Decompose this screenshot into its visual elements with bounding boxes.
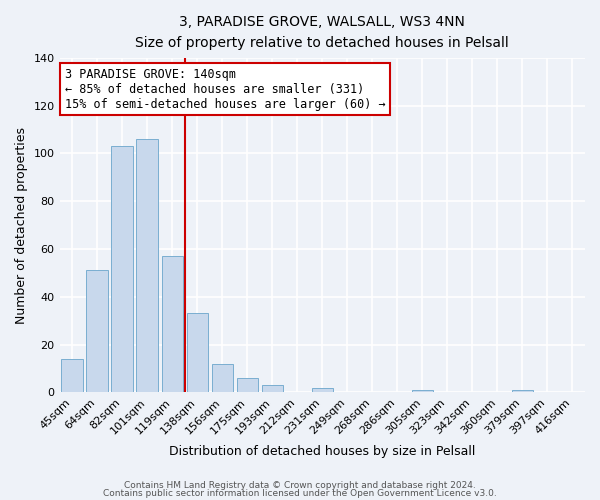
Bar — [412, 390, 433, 392]
Text: Contains public sector information licensed under the Open Government Licence v3: Contains public sector information licen… — [103, 488, 497, 498]
Text: 3 PARADISE GROVE: 140sqm
← 85% of detached houses are smaller (331)
15% of semi-: 3 PARADISE GROVE: 140sqm ← 85% of detach… — [65, 68, 385, 110]
Bar — [187, 314, 208, 392]
Title: 3, PARADISE GROVE, WALSALL, WS3 4NN
Size of property relative to detached houses: 3, PARADISE GROVE, WALSALL, WS3 4NN Size… — [136, 15, 509, 50]
Bar — [512, 390, 533, 392]
Bar — [61, 359, 83, 392]
Bar — [136, 139, 158, 392]
X-axis label: Distribution of detached houses by size in Pelsall: Distribution of detached houses by size … — [169, 444, 475, 458]
Bar — [262, 385, 283, 392]
Bar — [86, 270, 108, 392]
Bar — [212, 364, 233, 392]
Y-axis label: Number of detached properties: Number of detached properties — [15, 126, 28, 324]
Bar — [311, 388, 333, 392]
Bar — [236, 378, 258, 392]
Bar — [161, 256, 183, 392]
Bar — [112, 146, 133, 392]
Text: Contains HM Land Registry data © Crown copyright and database right 2024.: Contains HM Land Registry data © Crown c… — [124, 481, 476, 490]
